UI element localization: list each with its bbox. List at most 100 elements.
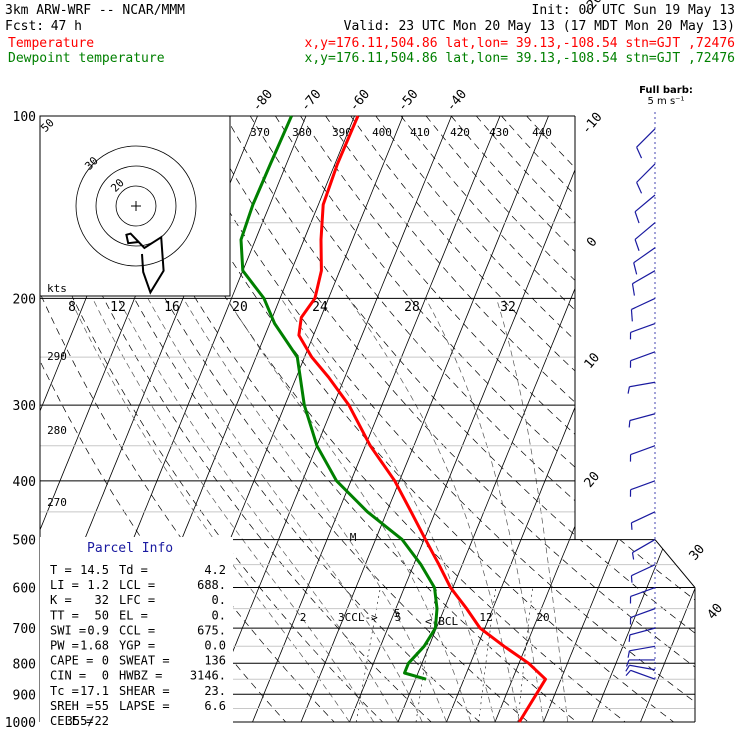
wind-barb [629,351,656,368]
wind-barb-staff [631,511,656,524]
wind-barb-flag [625,669,632,677]
wind-barb-staff [630,608,656,619]
isotherm-label--60: -60 [347,87,374,115]
wind-barb-staff [631,297,656,310]
parcel-label: EL = [119,608,148,622]
forecast-label: Fcst: [5,19,44,34]
hodograph-trace [125,232,165,295]
hodograph-speed-label-12: 12 [110,300,126,315]
theta-label-390: 390 [332,126,352,139]
wind-barb-flag [628,634,631,642]
pressure-label-200: 200 [13,292,36,307]
mixing-ratio-line [478,587,497,722]
bcl-marker: <-BCL [425,615,458,628]
wind-barb-staff [632,270,656,285]
temperature-location: x,y=176.11,504.86 lat,lon= 39.13,-108.54… [305,36,735,51]
wind-barb-staff [633,247,656,264]
isotherm-line [203,116,452,722]
full-barb-legend: Full barb: 5 m s⁻¹ [639,85,693,107]
wind-barb-staff [632,539,656,554]
moist-adiabat-line [69,298,350,722]
hodograph-ring [75,145,197,267]
parcel-label: LFC = [119,593,155,607]
wind-barb-flag [636,146,643,159]
mixing-marker: 5 [394,607,401,620]
wind-barb [629,445,656,462]
hodograph-units: kts [47,282,67,295]
pressure-label-800: 800 [13,657,36,672]
pressure-label-900: 900 [13,688,36,703]
model-title: 3km ARW-WRF -- NCAR/MMM [5,3,185,18]
parcel-label: T = [50,563,72,577]
ccl-marker: 3CCL-> [338,611,378,624]
isotherm-label-30: 30 [687,542,709,564]
parcel-info-title: Parcel Info [87,541,173,556]
theta-label-410: 410 [410,126,430,139]
wind-barb [631,270,656,296]
wind-barb [633,247,656,275]
wind-barb [625,659,655,667]
wind-barb-flag [628,420,631,428]
parcel-value: 355/22 [66,714,109,728]
pressure-label-1000: 1000 [5,716,36,731]
wind-barb [625,664,656,672]
isotherm-line [349,116,598,722]
wind-barb [634,194,656,224]
isotherm-line [300,116,549,722]
full-barb-label: Full barb: [639,85,693,96]
parcel-label: CCL = [119,623,155,637]
isotherm-label-40: 40 [705,601,727,623]
parcel-value: 0 [102,669,109,683]
parcel-value: 1.68 [80,639,109,653]
theta-labels: 370 380 390 400 410 420 430 440 290 280 270 [47,126,552,509]
wind-barb-flag [627,386,630,394]
theta-label-430: 430 [489,126,509,139]
parcel-value: 675. [197,623,226,637]
pressure-label-300: 300 [13,399,36,414]
parcel-label: K = [50,593,72,607]
wind-barb-flag [634,211,640,224]
theta-label-440: 440 [532,126,552,139]
wind-barb-flag [630,309,633,322]
mixing-ratio-labels: 2 5 12 20 [300,611,550,624]
wind-barb-staff [629,381,656,388]
mixing-ratio-label-5: 5 [395,611,402,624]
parcel-value: 3146. [190,669,226,683]
wind-barb [636,163,656,194]
hodograph-ring [95,165,177,247]
theta-label-380: 380 [292,126,312,139]
dry-adiabat-line [350,116,695,722]
wind-barb-staff [634,222,656,240]
valid-time: Valid: 23 UTC Mon 20 May 13 (17 MDT Mon … [344,19,735,34]
wind-barb [628,413,656,428]
wind-barb-flag [625,659,630,667]
parcel-label: CIN = [50,669,86,683]
wind-barb-staff [629,413,656,422]
mixing-ratio-line [356,587,381,722]
parcel-value: 688. [197,578,226,592]
pressure-label-700: 700 [13,622,36,637]
parcel-value: 0. [212,608,226,622]
parcel-info-rows: T = 14.5 Td = 4.2 LI = 1.2 LCL = 688. K = 32 LFC =… [50,563,226,728]
wind-barb [630,297,656,322]
wind-barb-flag [634,239,640,251]
wind-barb-staff [630,322,656,333]
parcel-value: 0.9 [87,623,109,637]
isotherm-label-20: 20 [582,469,604,491]
init-time: Init: 00 UTC Sun 19 May 13 [532,3,736,18]
full-barb-value: 5 m s⁻¹ [648,96,685,107]
wind-barb [625,669,656,680]
parcel-info-panel: Parcel Info T = 14.5 Td = 4.2 LI = 1.2 LCL = 68… [40,537,233,728]
isotherm-line [591,116,695,722]
wind-barb-staff [630,351,656,362]
isotherm-label--50: -50 [395,87,422,115]
wind-barb-flag [633,262,638,275]
hodograph-ring [115,185,157,227]
hodograph-speed-label-20: 20 [232,300,248,315]
pressure-labels: 100 200 300 400 500 600 700 800 900 1000 [5,110,36,731]
theta-label-400: 400 [372,126,392,139]
forecast-hour: 47 h [51,19,82,34]
dry-adiabat-line [275,116,695,722]
parcel-label: Td = [119,563,148,577]
mean-marker: M [350,531,357,544]
